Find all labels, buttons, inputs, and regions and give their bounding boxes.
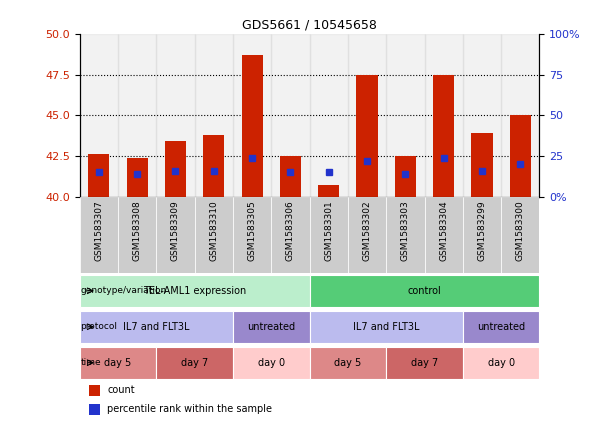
Bar	[242, 55, 262, 197]
Bar	[463, 346, 539, 379]
Bar	[386, 346, 463, 379]
Bar	[80, 197, 118, 273]
Text: percentile rank within the sample: percentile rank within the sample	[107, 404, 272, 415]
Bar	[501, 34, 539, 197]
Text: protocol: protocol	[80, 322, 118, 331]
Bar	[88, 154, 109, 197]
Bar	[310, 275, 539, 307]
Bar	[463, 310, 539, 343]
Bar	[118, 34, 156, 197]
Text: control: control	[408, 286, 441, 296]
Bar	[156, 346, 233, 379]
Bar	[127, 158, 148, 197]
Bar	[395, 156, 416, 197]
Text: day 7: day 7	[181, 358, 208, 368]
Text: IL7 and FLT3L: IL7 and FLT3L	[353, 322, 419, 332]
Text: day 0: day 0	[257, 358, 285, 368]
Text: genotype/variation: genotype/variation	[80, 286, 167, 295]
Text: GSM1583306: GSM1583306	[286, 201, 295, 261]
Text: day 7: day 7	[411, 358, 438, 368]
Text: GSM1583308: GSM1583308	[132, 201, 142, 261]
Bar	[204, 135, 224, 197]
Text: GSM1583303: GSM1583303	[401, 201, 410, 261]
Bar	[195, 34, 233, 197]
Bar	[165, 141, 186, 197]
Text: IL7 and FLT3L: IL7 and FLT3L	[123, 322, 189, 332]
Bar	[348, 34, 386, 197]
Bar	[89, 385, 101, 396]
Bar	[463, 197, 501, 273]
Bar	[386, 197, 424, 273]
Bar	[501, 197, 539, 273]
Text: GSM1583309: GSM1583309	[171, 201, 180, 261]
Bar	[118, 197, 156, 273]
Bar	[233, 310, 310, 343]
Bar	[357, 74, 378, 197]
Bar	[233, 34, 271, 197]
Bar	[424, 34, 463, 197]
Bar	[233, 346, 310, 379]
Text: GSM1583305: GSM1583305	[248, 201, 257, 261]
Bar	[310, 346, 386, 379]
Bar	[310, 310, 463, 343]
Bar	[386, 34, 424, 197]
Bar	[318, 185, 339, 197]
Text: count: count	[107, 385, 135, 396]
Bar	[233, 197, 271, 273]
Text: GSM1583304: GSM1583304	[439, 201, 448, 261]
Bar	[156, 197, 195, 273]
Text: untreated: untreated	[247, 322, 295, 332]
Bar	[80, 310, 233, 343]
Text: GSM1583310: GSM1583310	[209, 201, 218, 261]
Bar	[310, 197, 348, 273]
Bar	[433, 74, 454, 197]
Bar	[348, 197, 386, 273]
Bar	[80, 346, 156, 379]
Bar	[156, 34, 195, 197]
Bar	[310, 34, 348, 197]
Text: day 5: day 5	[334, 358, 362, 368]
Text: day 5: day 5	[104, 358, 132, 368]
Bar	[80, 275, 310, 307]
Bar	[463, 34, 501, 197]
Title: GDS5661 / 10545658: GDS5661 / 10545658	[242, 18, 377, 31]
Text: day 0: day 0	[487, 358, 515, 368]
Text: GSM1583301: GSM1583301	[324, 201, 333, 261]
Bar	[271, 197, 310, 273]
Bar	[89, 404, 101, 415]
Text: GSM1583299: GSM1583299	[478, 201, 487, 261]
Bar	[424, 197, 463, 273]
Bar	[80, 34, 118, 197]
Bar	[510, 115, 531, 197]
Text: time: time	[80, 358, 101, 367]
Text: GSM1583307: GSM1583307	[94, 201, 104, 261]
Text: GSM1583302: GSM1583302	[362, 201, 371, 261]
Text: TEL-AML1 expression: TEL-AML1 expression	[143, 286, 246, 296]
Text: GSM1583300: GSM1583300	[516, 201, 525, 261]
Bar	[195, 197, 233, 273]
Bar	[280, 156, 301, 197]
Bar	[471, 133, 492, 197]
Text: untreated: untreated	[477, 322, 525, 332]
Bar	[271, 34, 310, 197]
